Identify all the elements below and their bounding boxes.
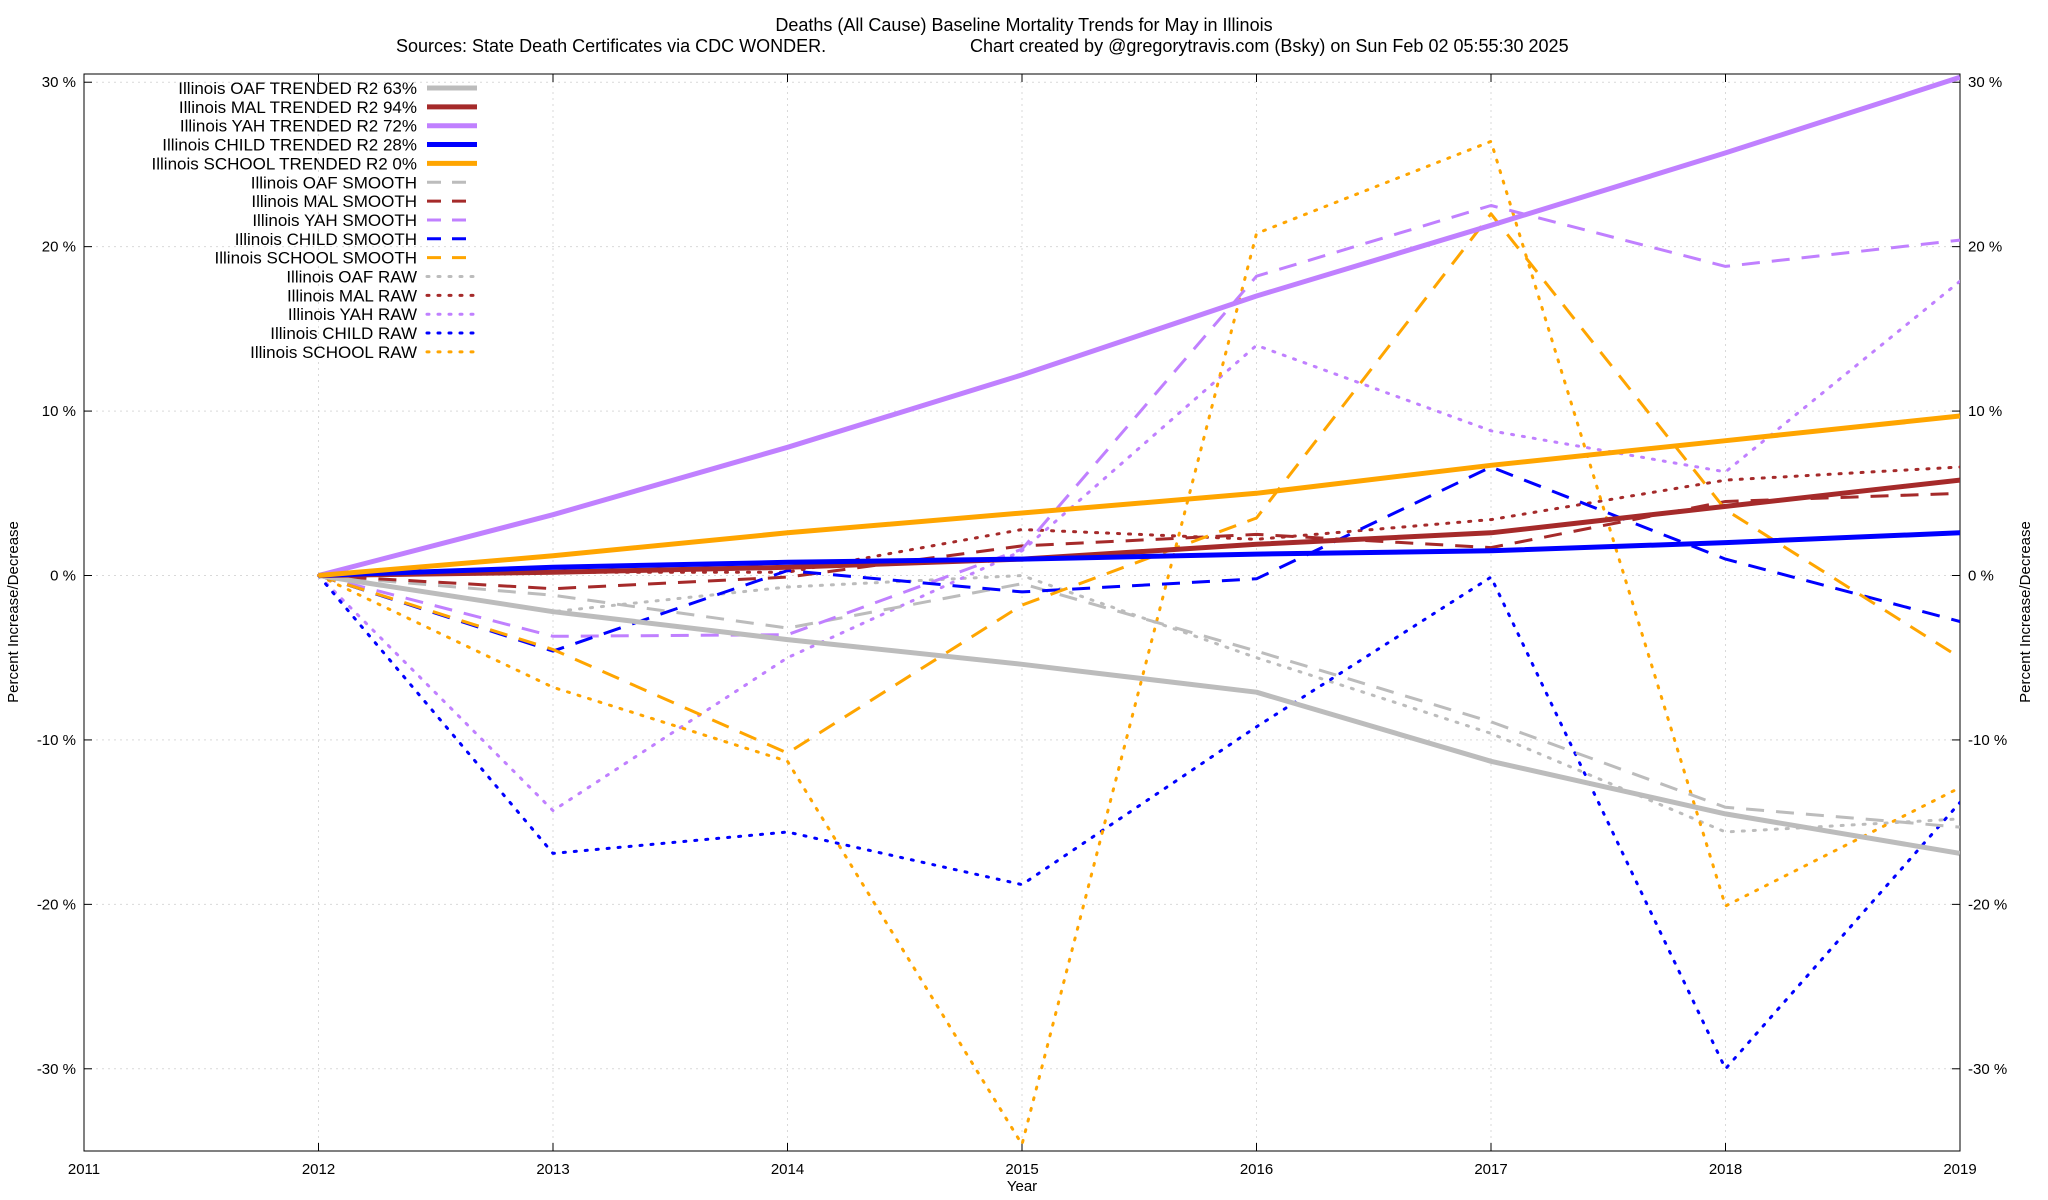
x-tick-label: 2017 (1474, 1161, 1507, 1178)
axis-ticks: 2011 2012 2013 2014 2015 2016 2017 2018 2019 30 %… (37, 74, 2007, 1178)
series-line-illinois-school-trended-r2-0 (318, 413, 1960, 578)
legend-label: Illinois YAH TRENDED R2 72% (180, 117, 417, 136)
series-line-illinois-oaf-trended-r2-63 (318, 573, 1960, 856)
legend-label: Illinois CHILD RAW (270, 324, 417, 343)
series-line-illinois-yah-smooth (318, 204, 1960, 638)
series-line-illinois-child-smooth (318, 465, 1960, 653)
x-tick-label: 2011 (68, 1161, 100, 1178)
series-line-illinois-oaf-raw (317, 574, 1960, 834)
legend-label: Illinois SCHOOL SMOOTH (215, 249, 417, 268)
x-tick-label: 2018 (1709, 1161, 1742, 1178)
chart-subtitle-credit: Chart created by @gregorytravis.com (Bsk… (970, 36, 1569, 56)
legend-label: Illinois CHILD TRENDED R2 28% (162, 136, 417, 155)
series-line-illinois-yah-trended-r2-72 (317, 74, 1960, 578)
y-tick-label: 30 % (42, 74, 76, 91)
y-tick-label: -10 % (37, 732, 76, 749)
x-tick-label: 2019 (1943, 1161, 1976, 1178)
legend-label: Illinois OAF SMOOTH (251, 173, 417, 192)
legend-label: Illinois OAF RAW (286, 268, 417, 287)
series-group (317, 74, 1960, 1146)
legend-label: Illinois YAH RAW (288, 305, 417, 324)
x-tick-label: 2015 (1005, 1161, 1038, 1178)
chart-title: Deaths (All Cause) Baseline Mortality Tr… (775, 15, 1272, 35)
y-tick-label: -30 % (37, 1061, 76, 1078)
chart-subtitle-source: Sources: State Death Certificates via CD… (396, 36, 826, 56)
legend-label: Illinois MAL SMOOTH (251, 192, 417, 211)
y-tick-label: 0 % (50, 568, 76, 585)
y-tick-label: 10 % (42, 403, 76, 420)
y-axis-label: Percent Increase/Decrease (5, 521, 22, 703)
y2-tick-label: 10 % (1968, 403, 2002, 420)
y2-tick-label: 20 % (1968, 239, 2002, 256)
series-line-illinois-mal-smooth (318, 491, 1960, 591)
series-line-illinois-child-raw (317, 574, 1960, 1071)
x-tick-label: 2013 (536, 1161, 569, 1178)
series-line-illinois-oaf-smooth (318, 574, 1960, 829)
legend-label: Illinois CHILD SMOOTH (235, 230, 417, 249)
y2-tick-label: 0 % (1968, 568, 1994, 585)
series-line-illinois-school-smooth (318, 212, 1960, 755)
legend-label: Illinois YAH SMOOTH (252, 211, 417, 230)
y2-tick-label: -20 % (1968, 896, 2007, 913)
y-tick-label: 20 % (42, 239, 76, 256)
y2-tick-label: 30 % (1968, 74, 2002, 91)
x-tick-label: 2012 (302, 1161, 335, 1178)
x-tick-label: 2014 (771, 1161, 804, 1178)
legend-label: Illinois OAF TRENDED R2 63% (178, 79, 417, 98)
y2-axis-label: Percent Increase/Decrease (2017, 521, 2034, 703)
legend-label: Illinois MAL TRENDED R2 94% (179, 98, 417, 117)
legend-label: Illinois MAL RAW (287, 286, 417, 305)
series-line-illinois-child-trended-r2-28 (318, 530, 1960, 578)
y-tick-label: -20 % (37, 896, 76, 913)
legend: Illinois OAF TRENDED R2 63%Illinois MAL … (152, 79, 479, 362)
x-tick-label: 2016 (1240, 1161, 1273, 1178)
series-line-illinois-mal-trended-r2-94 (318, 477, 1960, 578)
legend-label: Illinois SCHOOL TRENDED R2 0% (152, 154, 417, 173)
y2-tick-label: -10 % (1968, 732, 2007, 749)
series-line-illinois-yah-raw (317, 279, 1960, 813)
legend-label: Illinois SCHOOL RAW (250, 343, 417, 362)
x-axis-label: Year (1007, 1178, 1037, 1195)
y2-tick-label: -30 % (1968, 1061, 2007, 1078)
